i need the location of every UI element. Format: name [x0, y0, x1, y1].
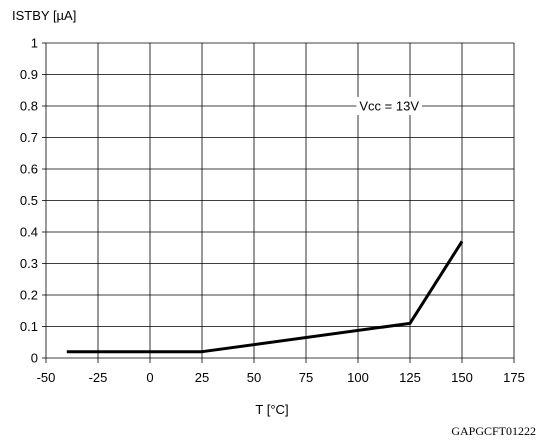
- x-tick-label: 125: [399, 370, 421, 385]
- y-tick-label: 0.9: [20, 67, 38, 82]
- y-tick-labels: 0 0.1 0.2 0.3 0.4 0.5 0.6 0.7 0.8 0.9 1: [20, 36, 38, 366]
- y-tick-label: 0.8: [20, 99, 38, 114]
- x-tick-label: 100: [347, 370, 369, 385]
- grid-lines: [42, 42, 515, 363]
- series-layer: [66, 240, 464, 354]
- y-tick-label: 0.2: [20, 288, 38, 303]
- x-tick-label: 175: [503, 370, 525, 385]
- annotation-layer: Vcc = 13V: [356, 97, 423, 115]
- x-tick-label: 0: [146, 370, 153, 385]
- series-line: [66, 240, 464, 354]
- y-tick-label: 0.5: [20, 193, 38, 208]
- x-tick-label: 75: [299, 370, 313, 385]
- y-tick-label: 0.3: [20, 256, 38, 271]
- x-tick-label: -25: [89, 370, 108, 385]
- y-tick-label: 0.6: [20, 162, 38, 177]
- annotation-label: Vcc = 13V: [359, 99, 419, 114]
- figure-code: GAPGCFT01222: [451, 424, 536, 438]
- y-tick-label: 1: [31, 36, 38, 51]
- y-tick-label: 0.7: [20, 130, 38, 145]
- y-tick-label: 0: [31, 351, 38, 366]
- y-tick-label: 0.4: [20, 225, 38, 240]
- x-tick-label: 150: [451, 370, 473, 385]
- annotation-background: [356, 97, 423, 115]
- y-tick-label: 0.1: [20, 319, 38, 334]
- x-axis-label: T [°C]: [255, 402, 289, 417]
- x-tick-label: 25: [195, 370, 209, 385]
- x-tick-labels: -50 -25 0 25 50 75 100 125 150 175: [37, 370, 525, 385]
- x-tick-label: -50: [37, 370, 56, 385]
- y-axis-label: ISTBY [µA]: [12, 8, 77, 23]
- x-tick-label: 50: [247, 370, 261, 385]
